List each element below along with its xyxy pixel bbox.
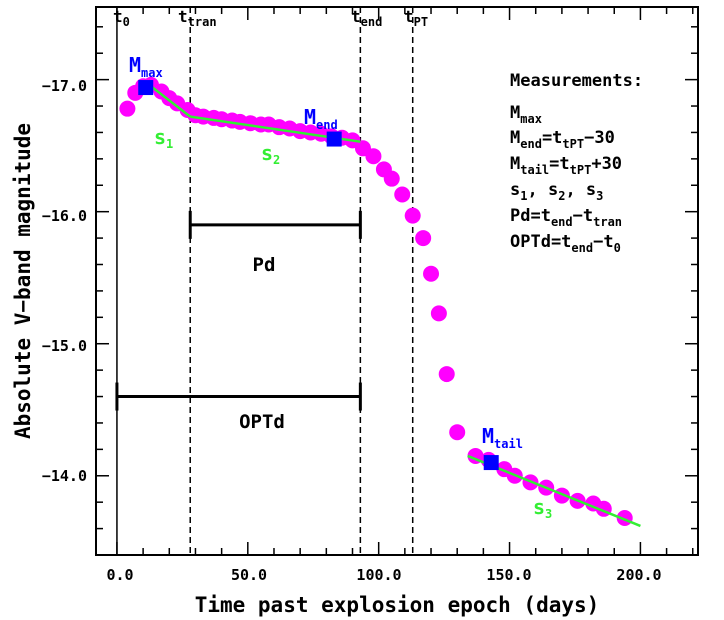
t-end-label: tend xyxy=(351,7,382,29)
y-tick-label: −15.0 xyxy=(42,337,87,355)
measurement-optd: OPTd=tend−t0 xyxy=(510,232,621,255)
fit-lines xyxy=(150,85,641,528)
t0-label: t0 xyxy=(113,7,130,29)
marker-m-max xyxy=(138,80,154,96)
key-markers xyxy=(138,80,499,471)
data-point xyxy=(119,100,136,117)
pd-label: Pd xyxy=(253,254,276,276)
measurements-title: Measurements: xyxy=(510,71,643,91)
data-point xyxy=(365,148,382,165)
marker-m-end xyxy=(326,131,342,147)
x-tick-label: 50.0 xyxy=(231,566,267,584)
s3-label: s3 xyxy=(533,495,552,521)
y-tick-label: −17.0 xyxy=(42,77,87,95)
s2-label: s2 xyxy=(261,141,280,167)
x-axis-title: Time past explosion epoch (days) xyxy=(195,593,600,617)
y-axis-title: Absolute V−band magnitude xyxy=(11,123,35,439)
optd-label: OPTd xyxy=(239,411,285,433)
measurements-box: Measurements: Mmax Mend=ttPT−30 Mtail=tt… xyxy=(510,71,643,255)
x-tick-label: 0.0 xyxy=(106,566,133,584)
data-point xyxy=(430,305,447,322)
measurement-m-max: Mmax xyxy=(510,103,542,126)
t-tran-label: ttran xyxy=(178,7,217,29)
data-point xyxy=(415,230,432,247)
plot-frame xyxy=(95,6,699,556)
m-tail-label: Mtail xyxy=(482,424,523,451)
t-pt-label: tPT xyxy=(404,7,428,29)
y-tick-label: −14.0 xyxy=(42,467,87,485)
fit-s1 xyxy=(150,85,191,118)
measurement-m-tail: Mtail=ttPT+30 xyxy=(510,154,622,177)
y-tick-label: −16.0 xyxy=(42,207,87,225)
x-tick-label: 150.0 xyxy=(486,566,531,584)
marker-m-tail xyxy=(483,455,499,471)
data-point xyxy=(383,170,400,187)
data-point xyxy=(404,207,421,224)
data-point xyxy=(423,265,440,282)
reference-lines xyxy=(116,7,414,555)
x-tick-label: 200.0 xyxy=(616,566,661,584)
data-point xyxy=(438,366,455,383)
measurement-slopes: s1, s2, s3 xyxy=(510,180,603,203)
data-points xyxy=(119,76,633,527)
s1-label: s1 xyxy=(154,125,173,151)
measurement-m-end: Mend=ttPT−30 xyxy=(510,128,615,151)
m-end-label: Mend xyxy=(304,105,338,132)
data-point xyxy=(394,186,411,203)
x-tick-label: 100.0 xyxy=(356,566,401,584)
duration-spans xyxy=(115,210,362,411)
measurement-pd: Pd=tend−ttran xyxy=(510,206,622,229)
axis-ticks xyxy=(96,7,698,555)
data-point xyxy=(449,424,466,441)
m-max-label: Mmax xyxy=(129,53,163,80)
